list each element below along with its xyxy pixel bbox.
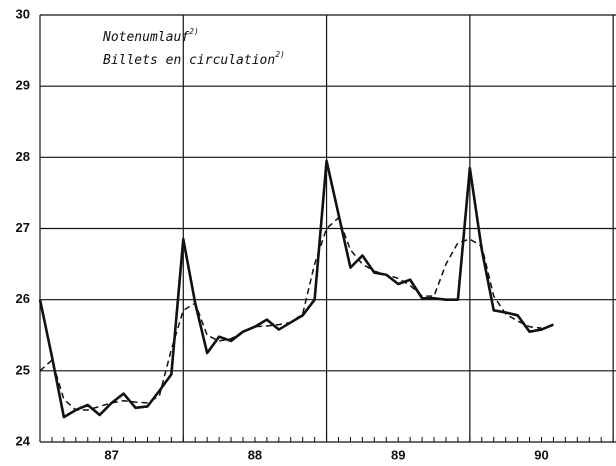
x-tick-label: 88 [248,447,262,462]
y-tick-label: 28 [16,149,30,164]
y-tick-label: 27 [16,220,30,235]
series-line [38,159,554,419]
y-tick-label: 30 [16,6,30,21]
y-tick-label: 24 [16,433,31,448]
legend-text: Notenumlauf2) [102,27,199,45]
series-line [39,217,542,411]
x-tick-label: 87 [104,447,118,462]
x-tick-label: 90 [534,447,548,462]
y-tick-label: 26 [16,291,30,306]
legend-label: Billets en circulation [103,53,275,68]
footnote-mark: 2) [189,27,199,36]
y-tick-label: 25 [16,362,30,377]
legend-label: Notenumlauf [102,30,189,45]
legend-text: Billets en circulation2) [103,50,285,68]
footnote-mark: 2) [275,50,285,59]
x-tick-label: 89 [391,447,405,462]
y-tick-label: 29 [16,78,30,93]
